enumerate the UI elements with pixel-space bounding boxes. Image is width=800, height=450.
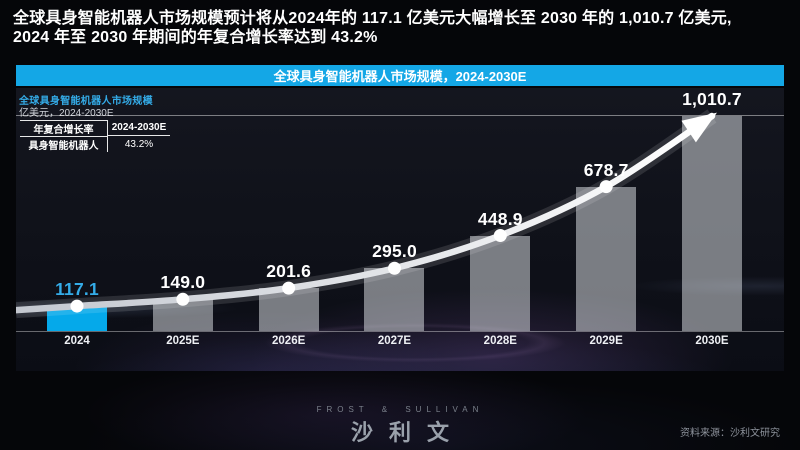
data-point-2025E	[176, 292, 190, 306]
cagr-table-row-label: 具身智能机器人	[20, 137, 108, 152]
value-label-2030E: 1,010.7	[682, 89, 742, 109]
bar-2028E	[470, 235, 531, 331]
category-label-2028E: 2028E	[483, 335, 517, 347]
trend-arrow-head	[681, 112, 717, 143]
trend-curve	[16, 109, 717, 319]
headline-line2: 2024 年至 2030 年期间的年复合增长率达到 43.2%	[13, 29, 378, 46]
chart-banner: 全球具身智能机器人市场规模，2024-2030E	[16, 65, 784, 86]
data-point-2028E	[493, 229, 507, 243]
data-point-2027E	[387, 261, 401, 275]
chart-title: 全球具身智能机器人市场规模	[19, 96, 153, 107]
logo-text-en: FROST & SULLIVAN	[316, 405, 484, 414]
frost-sullivan-logo: FROST & SULLIVAN 沙利文	[0, 405, 800, 447]
cagr-table: 年复合增长率 2024-2030E 具身智能机器人 43.2%	[20, 120, 170, 152]
value-label-2027E: 295.0	[372, 241, 417, 262]
value-label-2028E: 448.9	[477, 208, 523, 229]
category-label-2026E: 2026E	[272, 335, 306, 347]
category-label-2029E: 2029E	[589, 335, 623, 347]
cagr-table-header-period: 2024-2030E	[108, 120, 170, 136]
value-label-2025E: 149.0	[160, 272, 206, 293]
logo-text-cn: 沙利文	[350, 420, 465, 445]
chart-panel: 全球具身智能机器人市场规模 亿美元，2024-2030E 年复合增长率 2024…	[16, 88, 784, 371]
headline-line1: 全球具身智能机器人市场规模预计将从2024年的 117.1 亿美元大幅增长至 2…	[13, 10, 732, 27]
data-point-2026E	[282, 281, 296, 295]
max-gridline	[16, 115, 784, 116]
cagr-table-row-value: 43.2%	[124, 139, 154, 150]
value-label-2024: 117.1	[55, 279, 99, 300]
data-point-2024	[70, 299, 84, 313]
bar-2027E	[364, 268, 425, 331]
chart-banner-title: 全球具身智能机器人市场规模，2024-2030E	[273, 69, 527, 84]
value-label-2029E: 678.7	[583, 159, 629, 180]
category-label-2027E: 2027E	[377, 335, 412, 347]
bar-2030E	[681, 116, 742, 331]
value-label-2026E: 201.6	[266, 261, 312, 282]
labels-layer: 117.1 2024 149.0 2025E 201.6 2026E 295.0 2027E 4…	[16, 88, 784, 371]
bar-2029E	[576, 186, 637, 331]
chart-subtitle: 亿美元，2024-2030E	[19, 108, 114, 119]
headline: 全球具身智能机器人市场规模预计将从2024年的 117.1 亿美元大幅增长至 2…	[13, 9, 789, 47]
x-axis-line	[16, 331, 784, 332]
cagr-table-header-metric: 年复合增长率	[20, 120, 108, 137]
source-note: 资料来源：沙利文研究	[680, 428, 780, 439]
bar-2026E	[258, 288, 319, 331]
category-label-2030E: 2030E	[695, 335, 729, 347]
category-label-2025E: 2025E	[166, 335, 200, 347]
data-point-2029E	[599, 180, 613, 194]
category-label-2024: 2024	[64, 335, 90, 347]
